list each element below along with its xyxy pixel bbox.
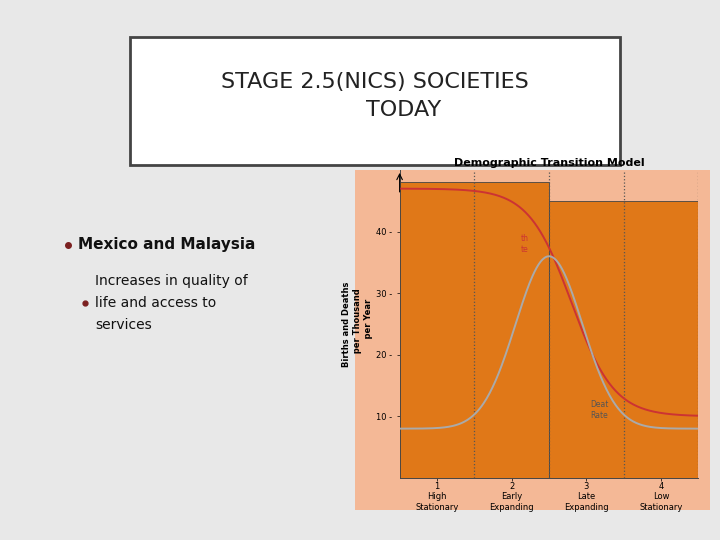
Text: th
te: th te [521, 234, 528, 254]
Title: Demographic Transition Model: Demographic Transition Model [454, 158, 644, 168]
Text: Mexico and Malaysia: Mexico and Malaysia [78, 238, 256, 253]
Y-axis label: Births and Deaths
  per Thousand
    per Year: Births and Deaths per Thousand per Year [342, 281, 373, 367]
Text: Deat
Rate: Deat Rate [590, 401, 608, 420]
Bar [355, 170, 710, 510]
Bar [130, 37, 620, 165]
Text: STAGE 2.5(NICS) SOCIETIES
        TODAY: STAGE 2.5(NICS) SOCIETIES TODAY [221, 72, 529, 120]
Text: Increases in quality of
life and access to
services: Increases in quality of life and access … [95, 274, 248, 332]
Bar [549, 201, 698, 478]
Bar [400, 183, 549, 478]
